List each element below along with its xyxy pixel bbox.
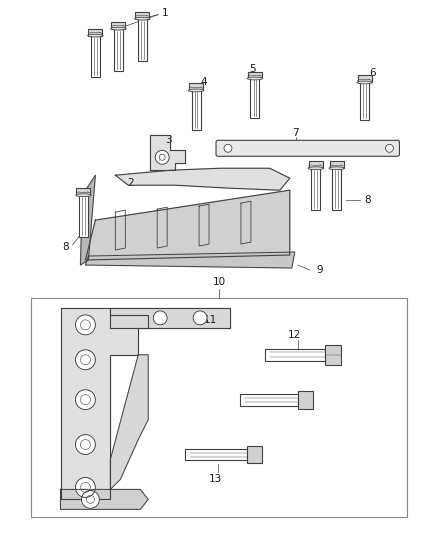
Circle shape [385, 144, 393, 152]
Circle shape [193, 311, 207, 325]
Text: 1: 1 [162, 7, 169, 18]
Ellipse shape [88, 34, 103, 37]
Ellipse shape [329, 167, 344, 169]
Circle shape [75, 390, 95, 410]
Text: 8: 8 [62, 242, 69, 252]
Ellipse shape [308, 167, 323, 169]
Text: 9: 9 [316, 265, 323, 275]
Bar [360, 83, 369, 120]
Circle shape [75, 350, 95, 370]
FancyBboxPatch shape [216, 140, 399, 156]
Polygon shape [60, 308, 148, 499]
Bar [91, 36, 100, 77]
Bar [77, 188, 90, 195]
Text: 3: 3 [165, 135, 171, 146]
Polygon shape [150, 135, 185, 170]
Bar [185, 449, 247, 461]
Ellipse shape [111, 27, 126, 30]
Bar [330, 161, 343, 168]
Bar [88, 29, 102, 36]
Bar [357, 76, 371, 83]
Text: 4: 4 [201, 77, 207, 87]
Bar [138, 19, 147, 61]
Polygon shape [115, 168, 290, 190]
Bar [325, 345, 341, 365]
Ellipse shape [76, 194, 91, 197]
Polygon shape [81, 175, 95, 265]
Circle shape [75, 315, 95, 335]
Text: 2: 2 [127, 178, 134, 188]
Bar [251, 78, 259, 118]
Circle shape [224, 144, 232, 152]
Text: 11: 11 [203, 315, 217, 325]
Polygon shape [110, 308, 230, 328]
Bar [332, 168, 341, 210]
Polygon shape [85, 252, 295, 268]
Circle shape [75, 478, 95, 497]
Bar [240, 394, 298, 406]
Text: 13: 13 [208, 474, 222, 484]
Text: 5: 5 [250, 63, 256, 74]
Ellipse shape [188, 89, 204, 92]
Bar [265, 349, 325, 361]
Bar [298, 391, 313, 409]
Text: 6: 6 [369, 68, 376, 77]
Text: 12: 12 [288, 330, 301, 340]
Bar [114, 29, 123, 70]
Circle shape [155, 150, 169, 164]
Polygon shape [60, 489, 148, 510]
Bar [248, 71, 262, 78]
Text: 8: 8 [364, 195, 371, 205]
Bar [309, 161, 323, 168]
Bar [311, 168, 320, 210]
Bar [189, 84, 203, 91]
Ellipse shape [357, 81, 372, 84]
Bar [191, 91, 201, 131]
Circle shape [153, 311, 167, 325]
Circle shape [75, 434, 95, 455]
Polygon shape [85, 190, 290, 260]
Bar [135, 12, 149, 19]
Bar [31, 298, 407, 518]
Bar [247, 446, 262, 464]
Text: 10: 10 [212, 277, 226, 287]
Bar [79, 195, 88, 237]
Polygon shape [110, 355, 148, 489]
Ellipse shape [247, 77, 262, 80]
Circle shape [81, 490, 99, 508]
Text: 7: 7 [293, 128, 299, 139]
Ellipse shape [134, 17, 150, 20]
Bar [111, 22, 125, 29]
